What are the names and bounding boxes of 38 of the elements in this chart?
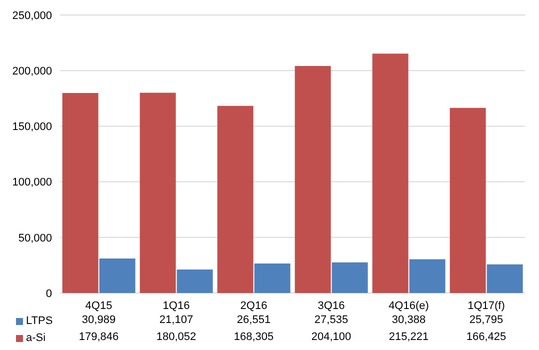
y-tick-label: 150,000	[12, 121, 52, 134]
y-tick-label: 0	[46, 288, 52, 300]
data-label: 27,535	[313, 314, 350, 326]
legend-label: LTPS	[26, 315, 53, 327]
bar	[254, 263, 290, 293]
y-tick-label: 200,000	[12, 66, 52, 78]
bar	[140, 92, 176, 293]
x-tick-label: 1Q16	[162, 300, 190, 312]
x-tick-label: 4Q15	[85, 300, 112, 312]
bar	[409, 259, 446, 293]
data-label: 30,388	[390, 314, 427, 326]
data-label: 179,846	[78, 331, 120, 343]
bar	[332, 262, 368, 293]
y-tick-label: 250,000	[12, 10, 52, 22]
bar	[450, 108, 486, 293]
x-tick-label: 1Q17(f)	[468, 300, 505, 312]
y-tick-label: 100,000	[12, 176, 52, 189]
data-label: 26,551	[236, 314, 272, 326]
x-tick-label: 4Q16(e)	[388, 300, 429, 312]
bar	[99, 258, 136, 293]
bar	[217, 106, 254, 293]
bar	[176, 270, 213, 293]
x-tick-label: 2Q16	[240, 300, 268, 312]
data-label: 204,100	[310, 331, 352, 343]
data-label: 180,052	[155, 331, 198, 343]
legend-label: a-Si	[26, 332, 46, 344]
bar	[372, 54, 408, 293]
data-label: 25,795	[468, 314, 504, 326]
bar	[486, 264, 523, 293]
data-label: 168,305	[232, 331, 275, 343]
x-tick-label: 3Q16	[318, 300, 345, 312]
bar	[62, 93, 98, 293]
data-label: 166,425	[465, 331, 508, 343]
data-label: 30,989	[80, 314, 117, 326]
bar	[294, 66, 331, 293]
data-label: 21,107	[158, 314, 194, 326]
data-label: 215,221	[388, 331, 430, 343]
y-tick-label: 50,000	[18, 232, 52, 244]
